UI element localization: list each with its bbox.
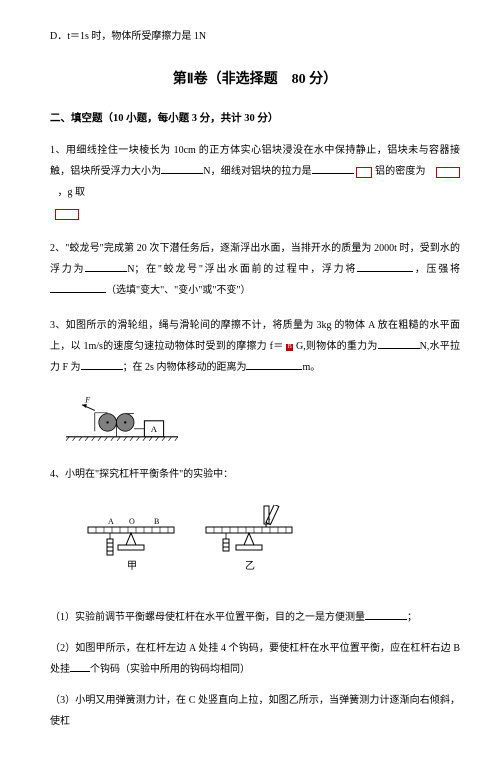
red-marker-icon: B	[286, 344, 293, 351]
blank	[378, 338, 420, 349]
blank	[70, 661, 90, 672]
lever-diagram: A O B 甲	[74, 505, 304, 583]
blank	[85, 261, 127, 272]
question-4: 4、小明在"探究杠杆平衡条件"的实验中：	[50, 464, 460, 485]
q1-text-d: ，g 取	[58, 187, 86, 198]
fill-header: 二、填空题（10 小题，每小题 3 分，共计 30 分）	[50, 108, 460, 130]
blank	[81, 359, 123, 370]
blank	[365, 609, 407, 620]
question-4-3: （3）小明又用弹簧测力计，在 C 处竖直向上拉，如图乙所示，当弹簧测力计逐渐向右…	[50, 690, 460, 732]
red-box-icon	[55, 209, 79, 220]
q4-1-b: ；	[407, 612, 417, 623]
q1-text-b: N，细线对铝块的拉力是	[203, 166, 311, 177]
lever-jia-label: 甲	[127, 561, 137, 572]
blank	[50, 282, 106, 293]
option-d: D．t＝1s 时，物体所受摩擦力是 1N	[50, 26, 460, 47]
q2-text-c: ，压强将	[413, 264, 460, 275]
lever-yi-label: 乙	[245, 560, 255, 572]
question-4-2: （2）如图甲所示，在杠杆左边 A 处挂 4 个钩码，要使杠杆在水平位置平衡，应在…	[50, 638, 460, 680]
q3-text-d: ；在 2s 内物体移动的距离为	[123, 362, 247, 373]
svg-text:O: O	[129, 517, 135, 526]
blank	[312, 163, 354, 174]
svg-text:B: B	[154, 517, 159, 526]
q3-text-b: G,则物体的重力为	[296, 341, 378, 352]
red-box-icon	[356, 167, 372, 178]
svg-text:F: F	[84, 396, 90, 404]
svg-text:A: A	[151, 424, 158, 434]
q1-text-c: 铝的密度为	[375, 166, 426, 177]
question-3: 3、如图所示的滑轮组，绳与滑轮间的摩擦不计，将质量为 3kg 的物体 A 放在粗…	[50, 315, 460, 378]
question-2: 2、"蛟龙号"完成第 20 次下潜任务后，逐渐浮出水面，当排开水的质量为 200…	[50, 238, 460, 301]
q4-2-b: 个钩码（实验中所用的钩码均相同）	[90, 664, 250, 675]
blank	[161, 163, 203, 174]
pulley-diagram: A F	[66, 396, 178, 444]
blank	[357, 261, 413, 272]
q2-text-d: （选填"变大"、"变小"或"不变"）	[106, 285, 251, 296]
question-4-1: （1）实验前调节平衡螺母使杠杆在水平位置平衡，目的之一是方便测量 ；	[50, 607, 460, 628]
svg-text:C: C	[266, 518, 271, 526]
q2-text-b: N；在"蛟龙号"浮出水面前的过程中，浮力将	[127, 264, 357, 275]
blank	[246, 359, 302, 370]
svg-text:A: A	[108, 517, 114, 526]
question-1: 1、用细线拴住一块棱长为 10cm 的正方体实心铝块浸没在水中保持静止，铝块未与…	[50, 140, 460, 224]
red-box-icon	[436, 167, 460, 178]
page-container: D．t＝1s 时，物体所受摩擦力是 1N 第Ⅱ卷（非选择题 80 分） 二、填空…	[0, 0, 500, 762]
q3-text-e: m。	[302, 362, 320, 373]
section-title: 第Ⅱ卷（非选择题 80 分）	[50, 65, 460, 94]
q4-1-a: （1）实验前调节平衡螺母使杠杆在水平位置平衡，目的之一是方便测量	[50, 612, 365, 623]
